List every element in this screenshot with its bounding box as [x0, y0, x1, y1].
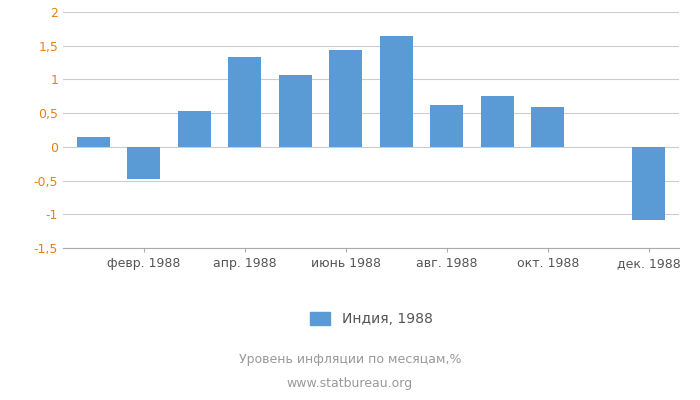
Bar — [279, 75, 312, 147]
Bar — [127, 147, 160, 179]
Bar — [531, 107, 564, 147]
Bar — [380, 36, 413, 147]
Bar — [430, 105, 463, 147]
Bar — [228, 56, 261, 147]
Legend: Индия, 1988: Индия, 1988 — [304, 307, 438, 332]
Bar — [329, 50, 362, 147]
Bar — [481, 96, 514, 147]
Bar — [632, 147, 665, 220]
Bar — [77, 137, 110, 147]
Text: Уровень инфляции по месяцам,%: Уровень инфляции по месяцам,% — [239, 354, 461, 366]
Text: www.statbureau.org: www.statbureau.org — [287, 378, 413, 390]
Bar — [178, 111, 211, 147]
